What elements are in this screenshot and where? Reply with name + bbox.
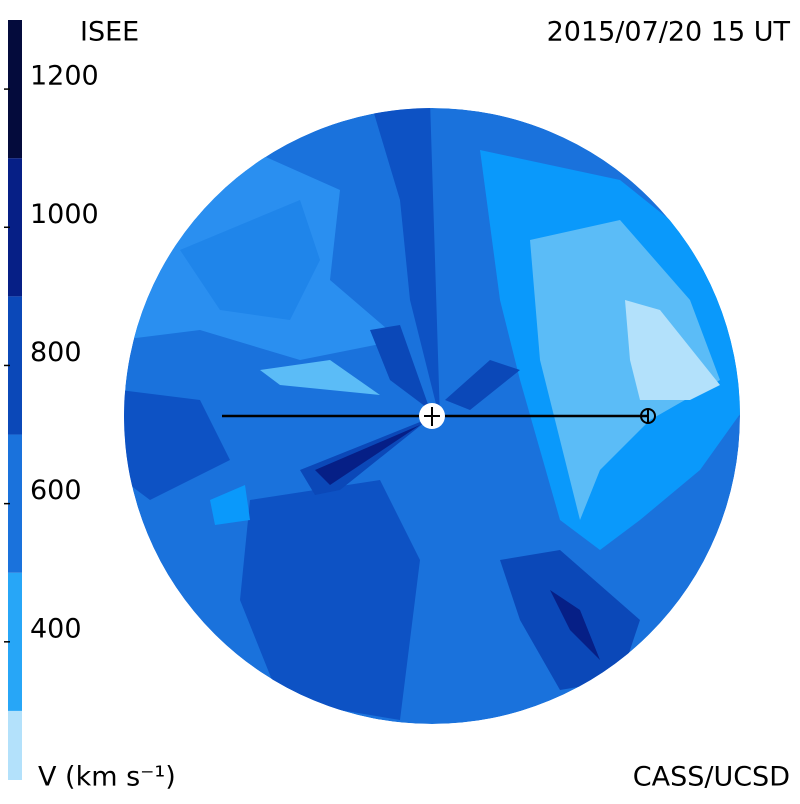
colorbar-band — [8, 296, 22, 435]
colorbar-tick-label: 1200 — [30, 61, 99, 92]
colorbar-tick-label: 800 — [30, 337, 82, 368]
region — [550, 590, 600, 660]
region — [530, 220, 720, 520]
colorbar-band — [8, 434, 22, 573]
timestamp: 2015/07/20 15 UT — [547, 17, 791, 48]
region — [124, 390, 230, 500]
region — [370, 325, 430, 410]
title: ISEE — [80, 17, 139, 48]
region — [625, 300, 720, 400]
region — [260, 360, 380, 395]
region — [180, 200, 320, 320]
region — [370, 108, 440, 420]
region — [240, 480, 420, 720]
colorbar-band — [8, 158, 22, 297]
unit-label: V (km s⁻¹) — [38, 762, 176, 793]
colorbar-tick-label: 600 — [30, 475, 82, 506]
region — [445, 360, 520, 410]
region — [315, 425, 420, 485]
colorbar-band — [8, 572, 22, 711]
credit: CASS/UCSD — [633, 762, 790, 793]
colorbar-band — [8, 20, 22, 159]
colorbar-band — [8, 710, 22, 780]
colorbar-tick-label: 1000 — [30, 199, 99, 230]
region — [210, 485, 250, 525]
colorbar-tick-label: 400 — [30, 613, 82, 644]
velocity-disk — [124, 108, 740, 724]
